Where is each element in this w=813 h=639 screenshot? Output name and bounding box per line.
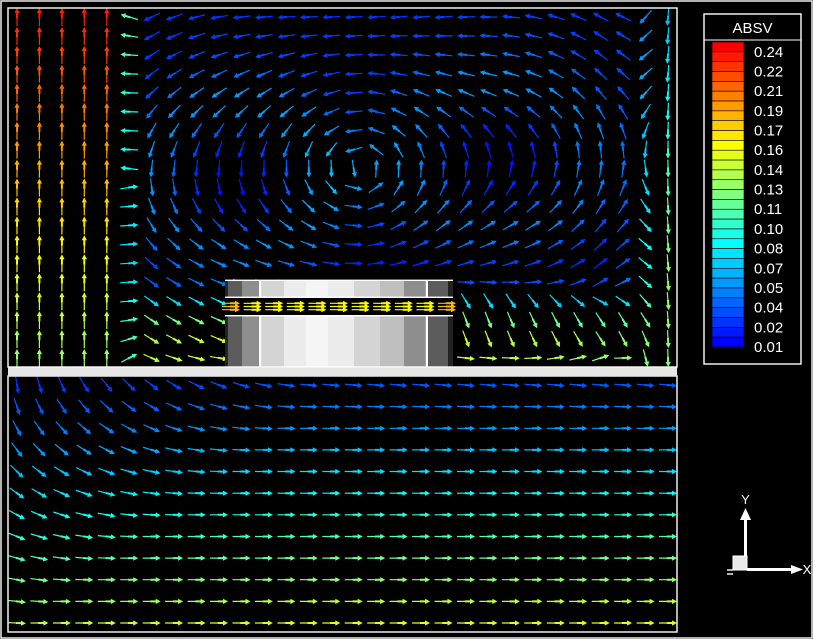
svg-text:0.01: 0.01 <box>754 339 783 356</box>
svg-text:0.13: 0.13 <box>754 182 783 199</box>
svg-text:0.05: 0.05 <box>754 280 783 297</box>
svg-text:0.22: 0.22 <box>754 64 783 81</box>
svg-text:0.08: 0.08 <box>754 241 783 258</box>
svg-text:0.11: 0.11 <box>754 201 782 218</box>
svg-text:0.16: 0.16 <box>754 142 783 159</box>
svg-text:0.02: 0.02 <box>754 319 783 336</box>
svg-text:0.24: 0.24 <box>754 44 783 61</box>
svg-text:0.17: 0.17 <box>754 123 783 140</box>
svg-text:ABSV: ABSV <box>732 20 772 37</box>
svg-text:X: X <box>803 562 812 577</box>
svg-text:0.07: 0.07 <box>754 260 783 277</box>
svg-text:0.04: 0.04 <box>754 300 783 317</box>
svg-text:0.10: 0.10 <box>754 221 783 238</box>
svg-text:0.19: 0.19 <box>754 103 783 120</box>
svg-text:0.14: 0.14 <box>754 162 783 179</box>
svg-text:Y: Y <box>741 492 750 507</box>
svg-text:0.21: 0.21 <box>754 83 783 100</box>
